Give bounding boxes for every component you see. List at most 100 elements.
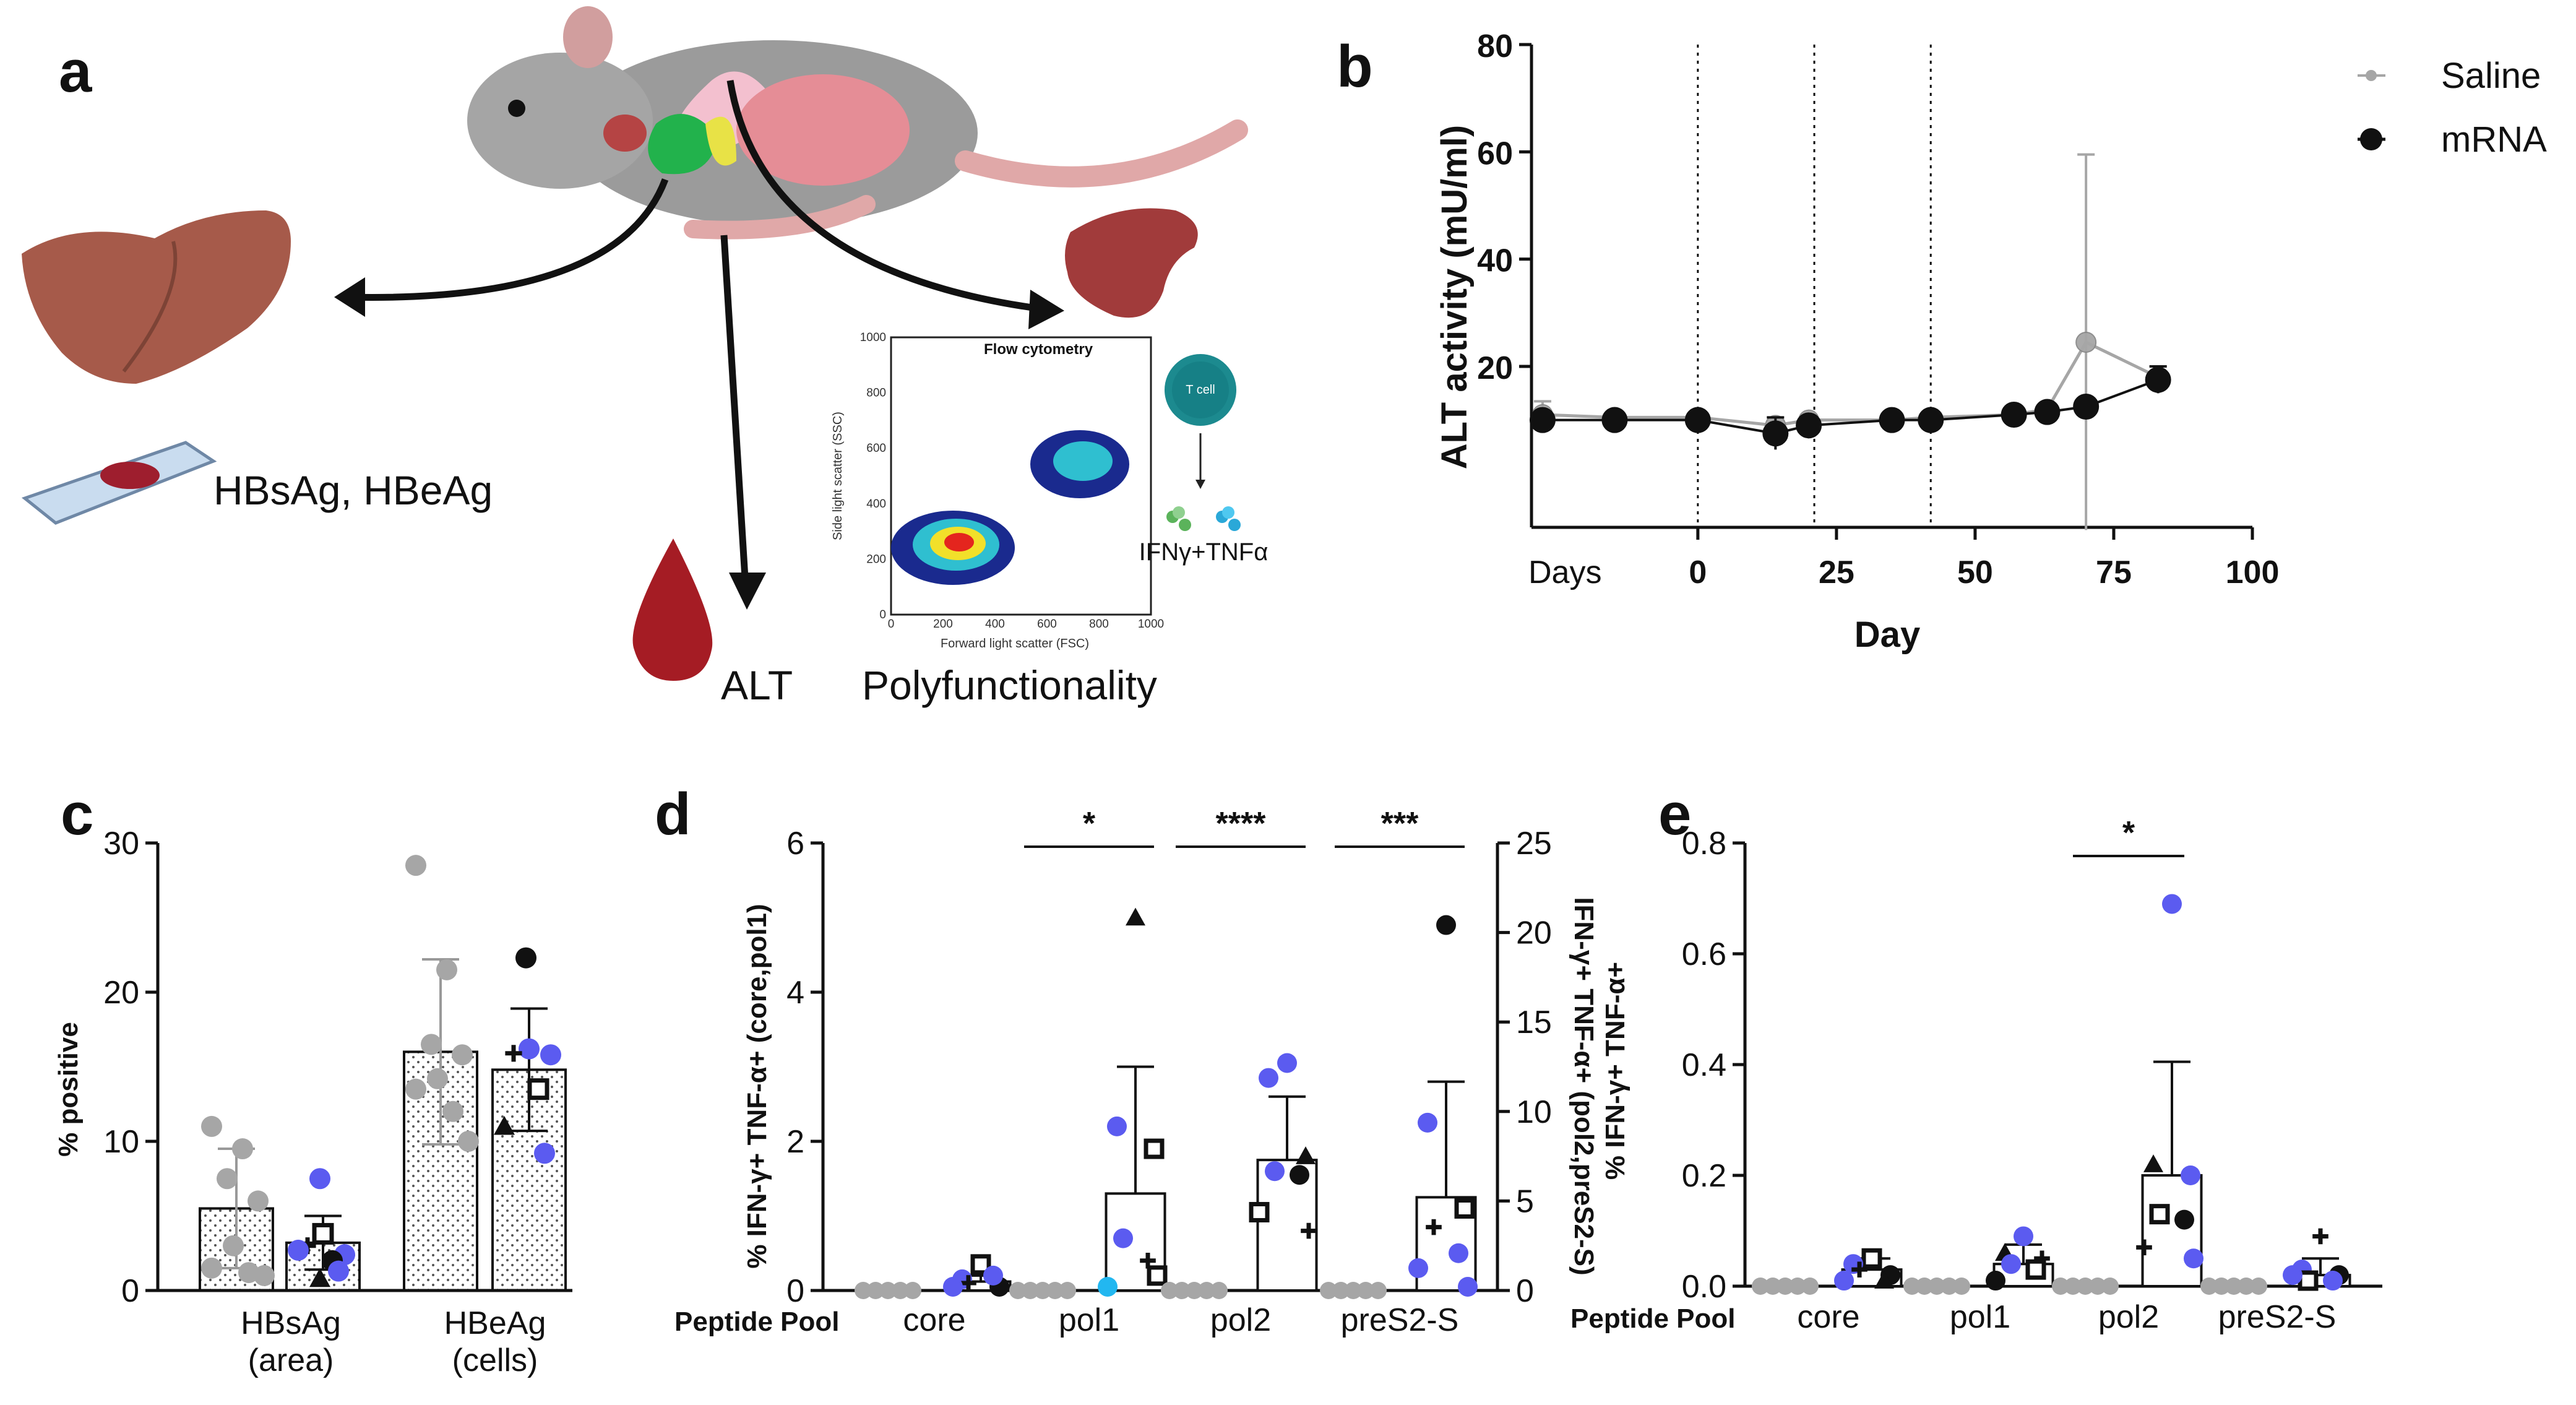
b-series-line-mRNA [1542,378,2159,435]
d-xlabel: Peptide Pool [674,1307,839,1337]
d-point-mrna [943,1276,963,1297]
d-point-saline [1059,1282,1076,1299]
legend-b: Saline mRNA [2358,56,2547,160]
c-point-mrna [309,1268,330,1287]
panel-b: b 20 40 60 80 Days 0 25 50 75 100 Saline mRNA Day… [1337,28,2547,655]
flow-xticks: 0 200 400 600 800 1000 [888,618,1164,631]
cytokine-label: IFNγ+TNFα [1139,538,1269,566]
e-ytick-label: 0.8 [1682,826,1726,862]
tcell-label: T cell [1186,383,1215,397]
legend-mrna-marker [2360,128,2382,150]
e-point-mrna [1874,1271,1894,1289]
arrow-head-spleen [1028,290,1064,329]
arrow-to-liver [346,178,669,301]
b-xtick-label: 75 [2096,555,2132,590]
c-point-mrna [312,1222,334,1245]
d-point-saline [1198,1282,1215,1299]
e-point-saline [1789,1277,1806,1295]
b-ytick-label: 40 [1477,243,1513,279]
arrow-to-spleen [726,80,1046,313]
flow-ytick: 800 [866,387,886,400]
panel-letter-e: e [1658,781,1691,847]
d-point-mrna [1277,1053,1297,1073]
d-point-mrna [1147,1265,1168,1286]
c-ylabel: % positive [53,1022,84,1157]
flow-xtick: 0 [888,618,895,631]
b-xtick-label: Days [1528,555,1601,590]
e-point-saline [1928,1277,1945,1295]
d-point-saline [1357,1282,1374,1299]
b-point-mRNA [1529,407,1556,433]
d-point-saline [855,1282,872,1299]
spleen-icon [1065,208,1198,318]
d-ytick-label-right: 25 [1516,826,1552,862]
b-point-Saline [2075,332,2097,353]
e-point-saline [1752,1277,1769,1295]
flow-title: Flow cytometry [984,341,1093,358]
d-ytick-label: 4 [786,975,804,1011]
flow-ytick: 1000 [860,331,886,344]
flow-ytick: 400 [866,498,886,511]
c-point-mrna [309,1168,330,1190]
blood-drop-icon [632,538,713,681]
d-point-mrna [1098,1276,1118,1297]
arrows [346,80,1046,589]
c-point-saline [421,1034,442,1055]
c-point-saline [458,1131,479,1152]
e-xtick-label: pol1 [1950,1299,2010,1335]
e-point-saline [1916,1277,1933,1295]
b-point-mRNA [1796,412,1822,439]
b-xtick-label: 50 [1957,555,1993,590]
d-ytick-label-right: 5 [1516,1183,1534,1219]
e-ytick-label: 0.4 [1682,1047,1726,1083]
c-xtick-label: HBsAg [241,1305,341,1341]
mouse-illustration [467,6,1248,240]
d-point-mrna [1454,1198,1475,1219]
e-point-mrna [2136,1239,2152,1256]
panel-c: c 0 10 20 30 HBsAg(area) HBeAg(cells) % posit… [53,781,572,1378]
liver-label: HBsAg, HBeAg [213,467,493,513]
e-point-saline [1777,1277,1794,1295]
flow-ytick: 600 [866,442,886,455]
e-point-saline [2200,1277,2218,1295]
c-point-saline [427,1068,448,1089]
e-xtick-label: pol2 [2098,1299,2159,1335]
d-point-saline [1173,1282,1191,1299]
e-sig-label: * [2122,815,2135,851]
d-ytick-label: 0 [786,1273,804,1309]
e-ylabel: % IFN-γ+ TNF-α+ [1600,962,1630,1180]
e-point-saline [2250,1277,2267,1295]
t-cell-icon: T cell [1165,354,1241,531]
d-point-saline [1034,1282,1051,1299]
arrow-head-blood [729,573,766,610]
hbv-antigen-bar-chart: 0 10 20 30 HBsAg(area) HBeAg(cells) [103,826,572,1378]
c-point-mrna [505,1045,522,1062]
d-point-mrna [1418,1112,1437,1133]
d-point-saline [867,1282,884,1299]
c-point-mrna [527,1078,549,1100]
d-point-mrna [1436,915,1456,935]
d-point-mrna [1458,1276,1478,1297]
d-xtick-label: preS2-S [1341,1302,1459,1338]
d-ytick-label-right: 10 [1516,1094,1552,1130]
e-point-saline [2077,1277,2094,1295]
e-bar-mrna [2141,1174,2203,1287]
d-ytick-label-right: 15 [1516,1005,1552,1040]
e-xtick-label: preS2-S [2218,1299,2337,1335]
d-point-saline [1009,1282,1027,1299]
b-xlabel: Day [1854,615,1920,655]
e-point-saline [2238,1277,2255,1295]
panel-letter-d: d [655,781,691,847]
d-point-mrna [1301,1222,1317,1239]
d-point-mrna [1408,1258,1428,1278]
d-point-mrna [1296,1146,1316,1164]
d-point-saline [1186,1282,1203,1299]
d-ylabel-left: % IFN-γ+ TNF-α+ (core,pol1) [742,904,772,1268]
b-ytick-label: 20 [1477,350,1513,386]
e-ytick-label: 0.0 [1682,1269,1726,1305]
e-point-saline [1941,1277,1958,1295]
e-xtick-label: core [1797,1299,1859,1335]
d-ytick-label-right: 0 [1516,1273,1534,1309]
e-point-mrna [1834,1271,1854,1291]
